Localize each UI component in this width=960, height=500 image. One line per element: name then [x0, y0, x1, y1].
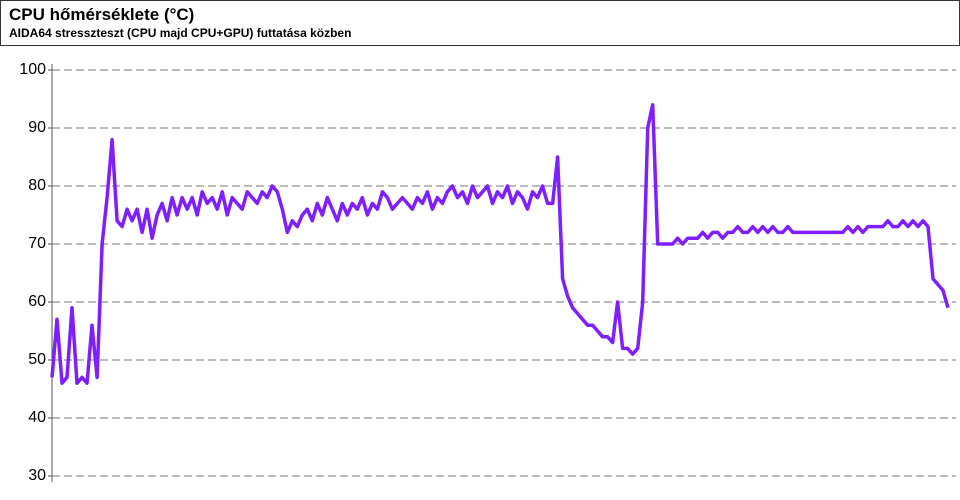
y-tick-label: 50: [28, 351, 46, 368]
y-tick-label: 40: [28, 409, 46, 426]
y-tick-label: 80: [28, 177, 46, 194]
y-tick-label: 90: [28, 119, 46, 136]
y-tick-label: 70: [28, 235, 46, 252]
y-tick-label: 30: [28, 467, 46, 484]
chart-subtitle: AIDA64 stresszteszt (CPU majd CPU+GPU) f…: [9, 26, 352, 40]
temperature-line: [50, 103, 950, 385]
y-tick-label: 100: [19, 61, 46, 78]
y-tick-label: 60: [28, 293, 46, 310]
header: CPU hőmérséklete (°C) AIDA64 stressztesz…: [0, 0, 960, 46]
chart-title: CPU hőmérséklete (°C): [9, 5, 195, 24]
